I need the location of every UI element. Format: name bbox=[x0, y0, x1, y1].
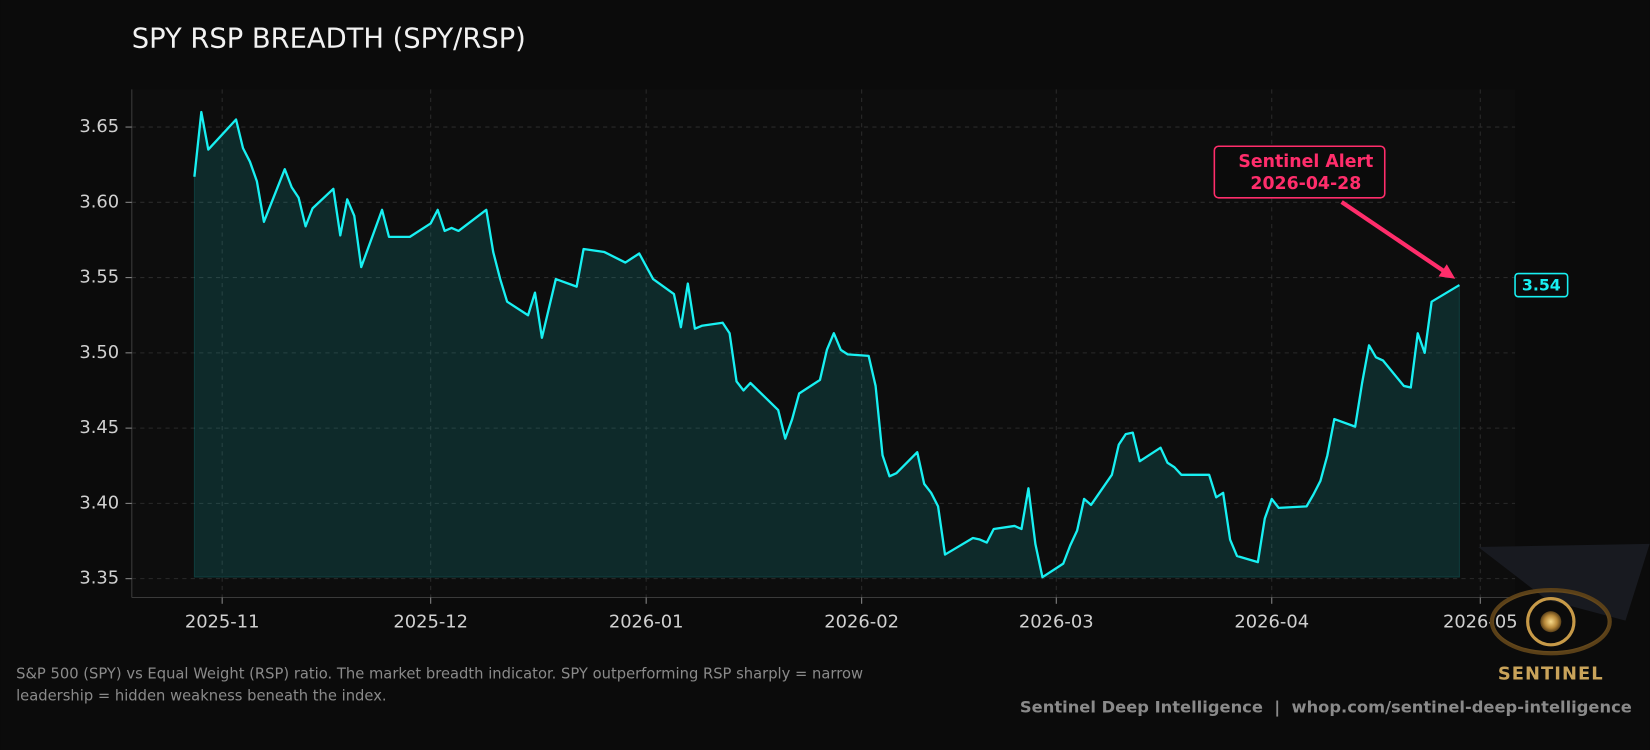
logo: SENTINEL bbox=[1478, 543, 1650, 684]
logo-text: SENTINEL bbox=[1498, 663, 1604, 684]
logo-pupil bbox=[1540, 611, 1562, 633]
y-tick-label: 3.35 bbox=[79, 568, 119, 589]
x-tick-label: 2026-05 bbox=[1443, 612, 1518, 633]
x-tick-label: 2026-01 bbox=[609, 612, 684, 633]
x-tick-label: 2025-12 bbox=[393, 612, 468, 633]
logo-iris bbox=[1526, 596, 1576, 647]
alert-box bbox=[1213, 145, 1386, 199]
alert-arrow bbox=[1340, 200, 1446, 274]
credit: Sentinel Deep Intelligence | whop.com/se… bbox=[1020, 697, 1632, 717]
alert-arrowhead bbox=[1438, 264, 1456, 279]
line bbox=[193, 110, 1460, 579]
caption-box: S&P 500 (SPY) vs Equal Weight (RSP) rati… bbox=[16, 665, 863, 705]
chart-title: SPY RSP BREADTH (SPY/RSP) bbox=[132, 23, 526, 54]
alert-title: Sentinel Alert bbox=[1238, 152, 1373, 172]
last-value-label: 3.54 bbox=[1522, 276, 1561, 295]
x-tick-label: 2025-11 bbox=[185, 612, 260, 633]
y-tick-label: 3.65 bbox=[79, 116, 119, 137]
y-tick-label: 3.50 bbox=[79, 342, 119, 363]
caption: S&P 500 (SPY) vs Equal Weight (RSP) rati… bbox=[16, 665, 863, 705]
x-tick-label: 2026-03 bbox=[1019, 612, 1094, 633]
y-tick-label: 3.40 bbox=[79, 492, 119, 513]
y-tick-label: 3.45 bbox=[79, 417, 119, 438]
alert-date: 2026-04-28 bbox=[1250, 174, 1361, 194]
last-value-box bbox=[1514, 272, 1569, 298]
x-tick-label: 2026-02 bbox=[824, 612, 899, 633]
y-tick-label: 3.60 bbox=[79, 191, 119, 212]
y-tick-label: 3.55 bbox=[79, 267, 119, 288]
logo-shard bbox=[1478, 543, 1650, 621]
logo-eye bbox=[1489, 588, 1612, 656]
x-tick-label: 2026-04 bbox=[1234, 612, 1309, 633]
